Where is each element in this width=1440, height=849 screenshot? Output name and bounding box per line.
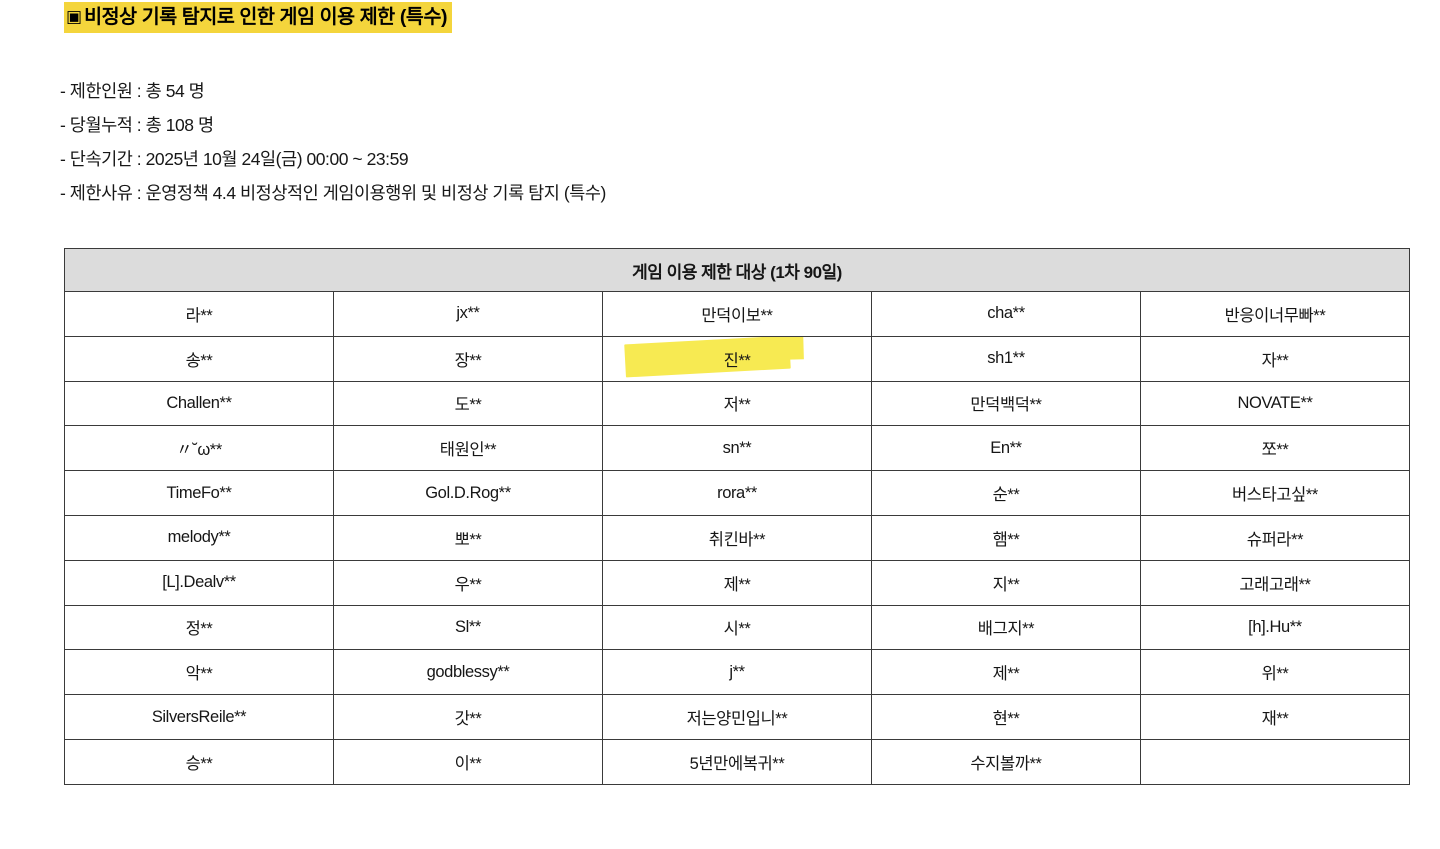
table-cell: NOVATE** bbox=[1140, 380, 1410, 427]
detail-enforcement-period: - 단속기간 : 2025년 10월 24일(금) 00:00 ~ 23:59 bbox=[60, 149, 409, 169]
table-cell: j** bbox=[602, 649, 872, 696]
table-cell: 악** bbox=[64, 649, 334, 696]
page-title-text: 비정상 기록 탐지로 인한 게임 이용 제한 (특수) bbox=[84, 6, 448, 28]
table-cell: 버스타고싶** bbox=[1140, 470, 1410, 516]
table-cell: 반응이너무빠** bbox=[1140, 291, 1410, 337]
table-row: Challen** 도** 저** 만덕백덕** NOVATE** bbox=[64, 380, 1410, 427]
table-cell: jx** bbox=[333, 291, 603, 337]
table-cell: 이** bbox=[333, 738, 603, 785]
table-cell: 저** bbox=[602, 380, 872, 427]
table-cell: 도** bbox=[333, 380, 603, 427]
table-cell: 현** bbox=[871, 694, 1141, 740]
table-cell: sn** bbox=[602, 425, 872, 472]
table-cell: 5년만에복귀** bbox=[602, 738, 872, 785]
ban-table: 게임 이용 제한 대상 (1차 90일) 라** jx** 만덕이보** cha… bbox=[64, 248, 1410, 785]
table-cell: 정** bbox=[64, 604, 334, 651]
table-cell: 지** bbox=[871, 559, 1141, 606]
table-cell: 저는양민입니** bbox=[602, 694, 872, 740]
table-cell: 태원인** bbox=[333, 425, 603, 472]
table-cell: 송** bbox=[64, 335, 334, 382]
table-cell: 시** bbox=[602, 604, 872, 651]
detail-restriction-reason: - 제한사유 : 운영정책 4.4 비정상적인 게임이용행위 및 비정상 기록 … bbox=[60, 183, 606, 203]
table-cell: 위** bbox=[1140, 649, 1410, 696]
ban-table-container: 게임 이용 제한 대상 (1차 90일) 라** jx** 만덕이보** cha… bbox=[64, 248, 1410, 785]
table-cell: 배그지** bbox=[871, 604, 1141, 651]
table-cell: 〃˘ω** bbox=[64, 425, 334, 472]
table-cell: 고래고래** bbox=[1140, 559, 1410, 606]
table-cell: 장** bbox=[333, 335, 603, 382]
table-cell: 순** bbox=[871, 470, 1141, 516]
table-head: 게임 이용 제한 대상 (1차 90일) bbox=[64, 248, 1410, 292]
table-cell: godblessy** bbox=[333, 649, 603, 696]
table-cell: 취킨바** bbox=[602, 514, 872, 561]
table-cell: 쪼** bbox=[1140, 425, 1410, 472]
highlight-marker bbox=[624, 337, 791, 378]
table-cell: 만덕백덕** bbox=[871, 380, 1141, 427]
detail-month-cumulative: - 당월누적 : 총 108 명 bbox=[60, 115, 214, 135]
table-cell: melody** bbox=[64, 514, 334, 561]
table-cell: 수지볼까** bbox=[871, 738, 1141, 785]
table-cell: rora** bbox=[602, 470, 872, 516]
table-row: melody** 뽀** 취킨바** 햄** 슈퍼라** bbox=[64, 514, 1410, 561]
table-row: [L].Dealv** 우** 제** 지** 고래고래** bbox=[64, 559, 1410, 606]
table-cell: [h].Hu** bbox=[1140, 604, 1410, 651]
table-cell: 승** bbox=[64, 738, 334, 785]
table-row: SilversReile** 갓** 저는양민입니** 현** 재** bbox=[64, 694, 1410, 740]
table-row: 승** 이** 5년만에복귀** 수지볼까** bbox=[64, 738, 1410, 785]
table-row: 라** jx** 만덕이보** cha** 반응이너무빠** bbox=[64, 291, 1410, 337]
table-body: 라** jx** 만덕이보** cha** 반응이너무빠** 송** 장** 진… bbox=[64, 291, 1410, 785]
table-cell: 우** bbox=[333, 559, 603, 606]
table-row: 〃˘ω** 태원인** sn** En** 쪼** bbox=[64, 425, 1410, 472]
table-cell: Gol.D.Rog** bbox=[333, 470, 603, 516]
table-cell: 뽀** bbox=[333, 514, 603, 561]
table-cell: 재** bbox=[1140, 694, 1410, 740]
page-title-container: ▣ 비정상 기록 탐지로 인한 게임 이용 제한 (특수) bbox=[64, 2, 453, 33]
table-cell: 제** bbox=[602, 559, 872, 606]
table-cell-text: 진** bbox=[723, 351, 751, 370]
table-cell: 자** bbox=[1140, 335, 1410, 382]
table-cell: 라** bbox=[64, 291, 334, 337]
table-cell: 만덕이보** bbox=[602, 291, 872, 337]
table-cell: Sl** bbox=[333, 604, 603, 651]
table-cell: 햄** bbox=[871, 514, 1141, 561]
detail-restricted-count: - 제한인원 : 총 54 명 bbox=[60, 81, 205, 101]
table-cell: 슈퍼라** bbox=[1140, 514, 1410, 561]
table-cell-empty bbox=[1140, 738, 1410, 785]
table-row: 송** 장** 진** sh1** 자** bbox=[64, 335, 1410, 382]
table-cell-highlighted: 진** bbox=[602, 335, 872, 382]
filled-square-icon: ▣ bbox=[66, 7, 83, 26]
table-cell: SilversReile** bbox=[64, 694, 334, 740]
table-cell: TimeFo** bbox=[64, 470, 334, 516]
table-row: 정** Sl** 시** 배그지** [h].Hu** bbox=[64, 604, 1410, 651]
page-title: ▣ 비정상 기록 탐지로 인한 게임 이용 제한 (특수) bbox=[64, 2, 453, 33]
table-cell: 갓** bbox=[333, 694, 603, 740]
summary-details: - 제한인원 : 총 54 명 - 당월누적 : 총 108 명 - 단속기간 … bbox=[60, 74, 1160, 210]
table-cell: Challen** bbox=[64, 380, 334, 427]
table-row: 악** godblessy** j** 제** 위** bbox=[64, 649, 1410, 696]
table-row: TimeFo** Gol.D.Rog** rora** 순** 버스타고싶** bbox=[64, 470, 1410, 516]
table-header-row: 게임 이용 제한 대상 (1차 90일) bbox=[64, 248, 1410, 292]
table-cell: [L].Dealv** bbox=[64, 559, 334, 606]
table-header-cell: 게임 이용 제한 대상 (1차 90일) bbox=[64, 248, 1410, 292]
table-cell: En** bbox=[871, 425, 1141, 472]
table-cell: 제** bbox=[871, 649, 1141, 696]
table-cell: sh1** bbox=[871, 335, 1141, 382]
table-cell: cha** bbox=[871, 291, 1141, 337]
